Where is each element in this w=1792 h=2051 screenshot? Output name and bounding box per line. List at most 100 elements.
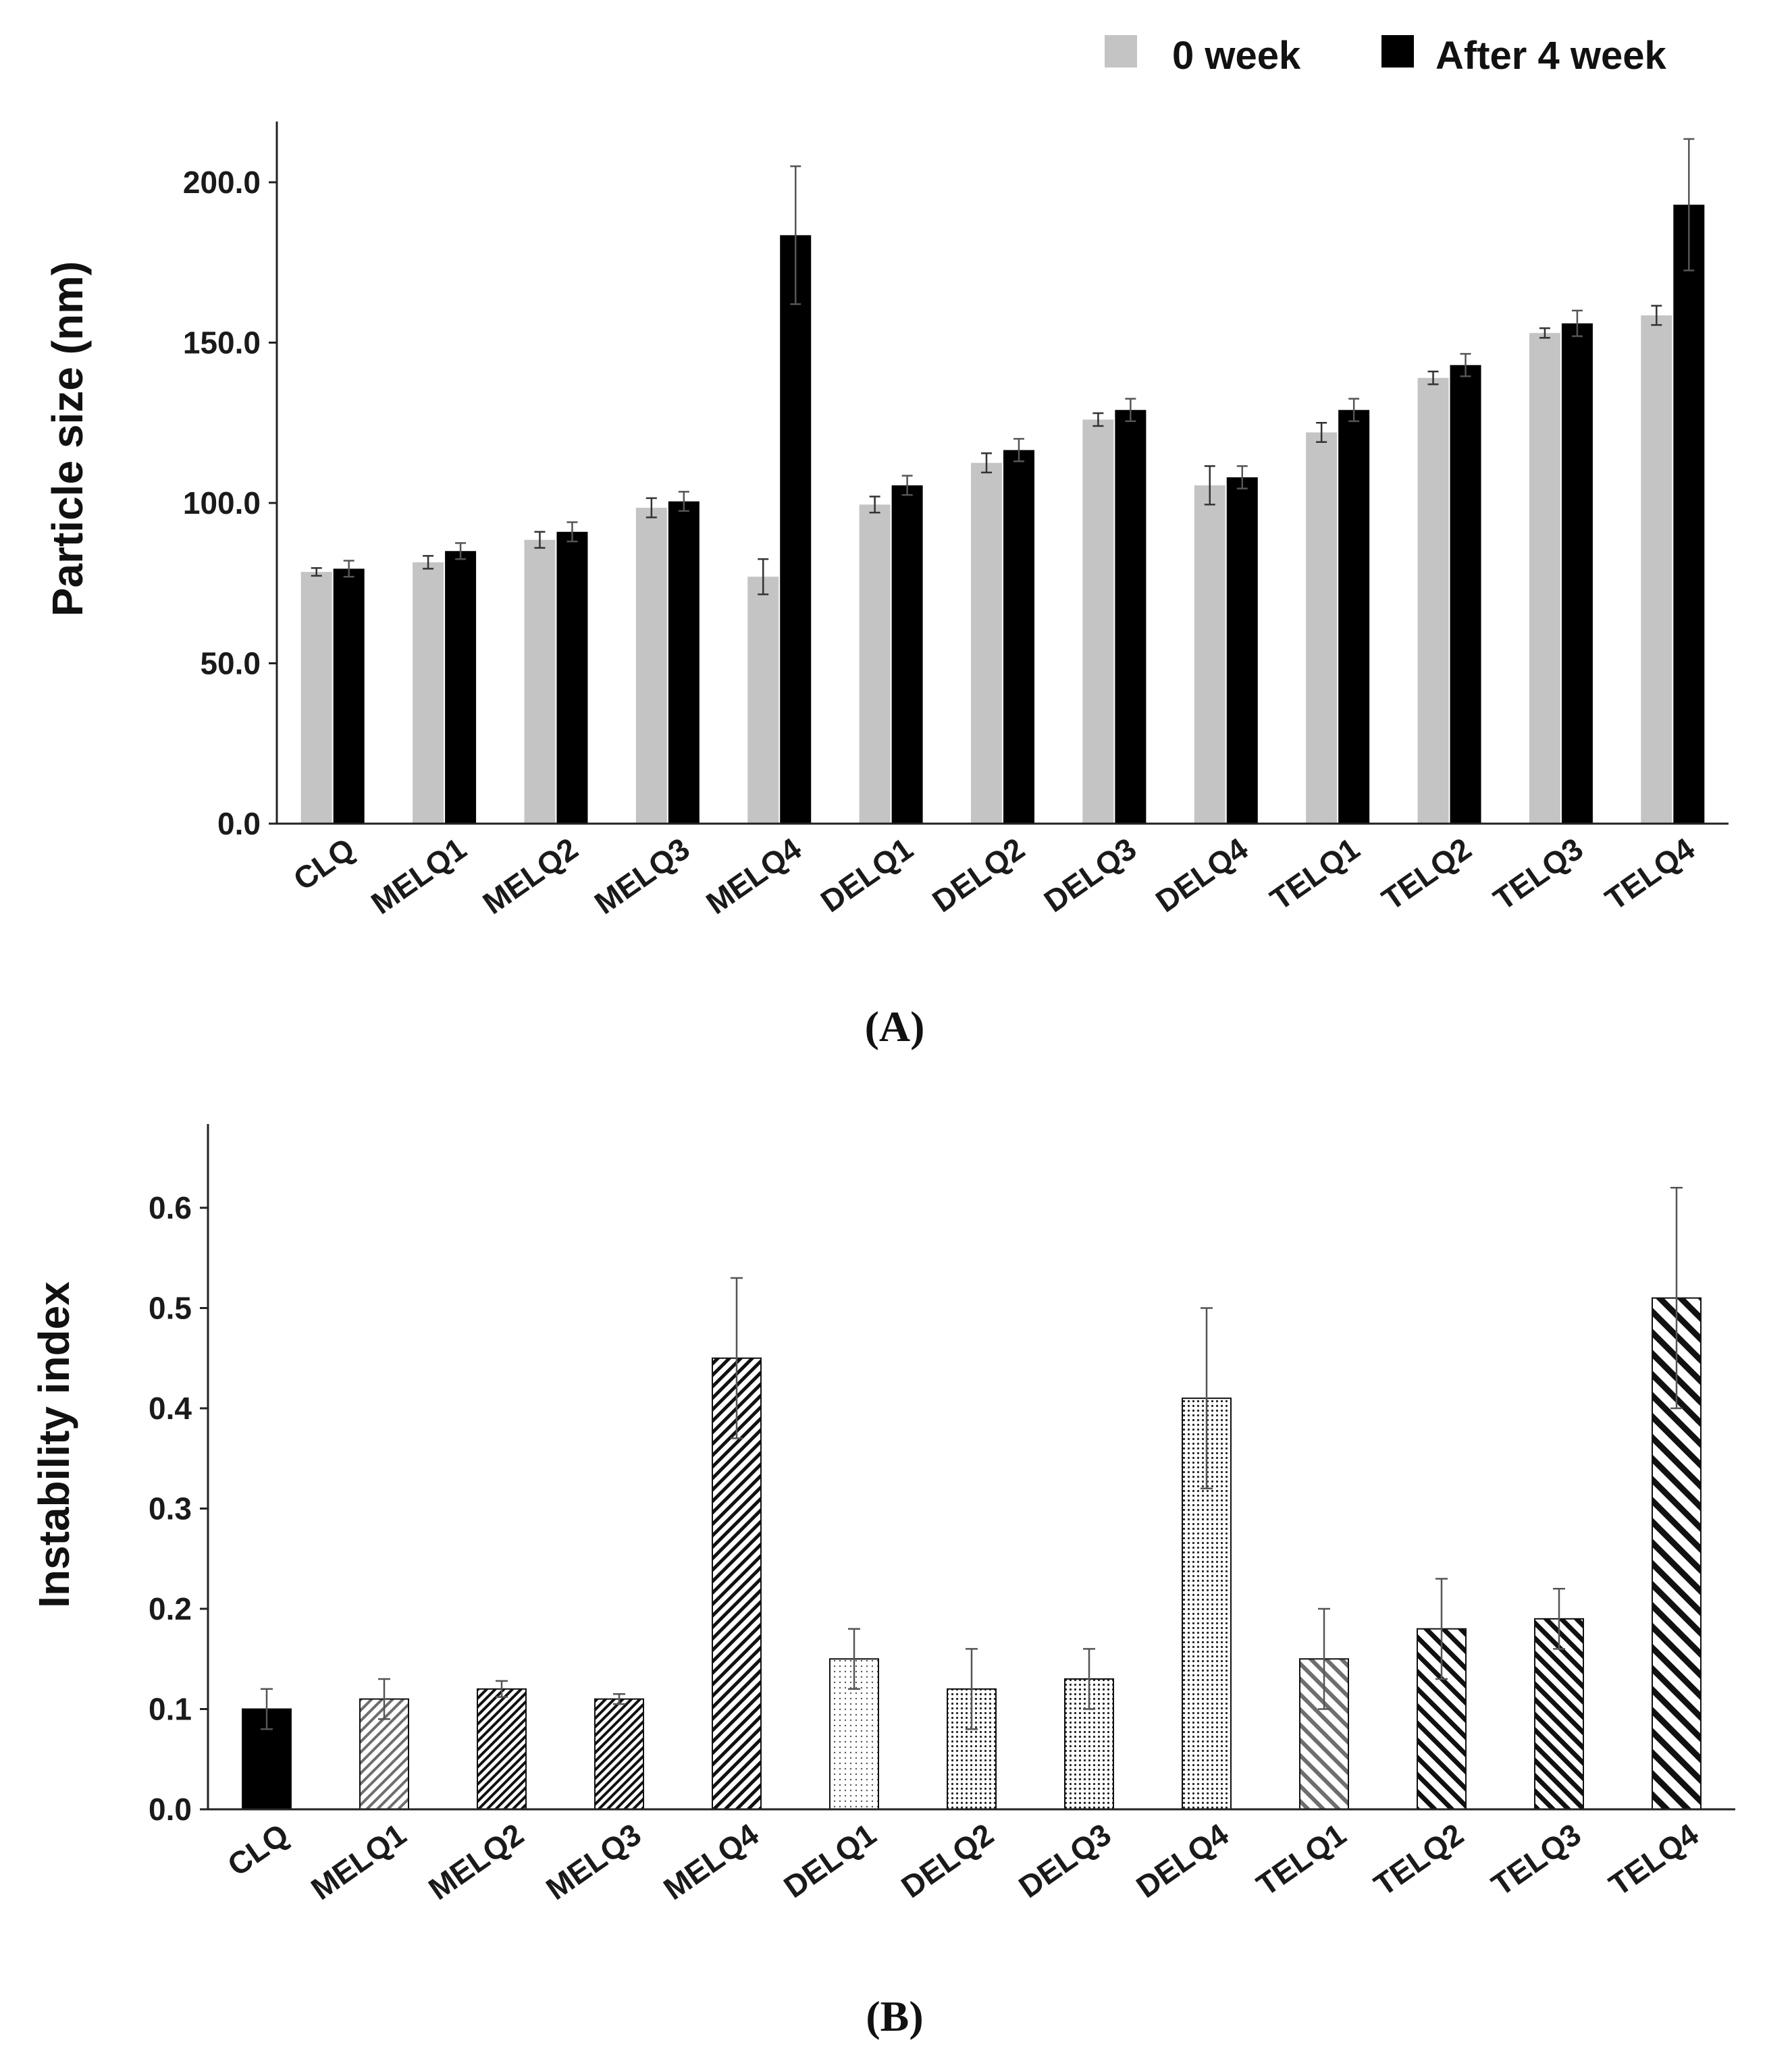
error-bar-after-4-week-telq2 <box>1460 352 1471 377</box>
bar-0-week-telq1 <box>1306 432 1338 824</box>
category-label-melq2: MELQ2 <box>477 831 585 921</box>
error-bar-telq2 <box>1435 1578 1448 1680</box>
category-label-delq3: DELQ3 <box>1012 1817 1117 1905</box>
error-bar-after-4-week-delq4 <box>1236 465 1248 489</box>
bar-melq2 <box>477 1688 527 1811</box>
bar-after-4-week-melq4 <box>780 235 812 824</box>
y-tick-label: 150.0 <box>183 325 261 361</box>
bar-0-week-melq1 <box>413 562 444 824</box>
y-axis-ticks: 0.0 50.0 100.0 150.0 200.0 <box>183 165 277 841</box>
category-label-clq: CLQ <box>287 831 361 897</box>
bar-0-week-delq4 <box>1194 485 1226 824</box>
error-bar-0-week-delq4 <box>1204 465 1215 506</box>
bar-0-week-telq3 <box>1529 333 1560 824</box>
y-tick-label: 0.3 <box>149 1491 192 1526</box>
bar-after-4-week-telq3 <box>1561 323 1593 824</box>
error-bar-after-4-week-delq1 <box>901 475 913 496</box>
category-label-melq1: MELQ1 <box>305 1817 413 1907</box>
panel-b-instability-index-chart: Instability index 0.00.10.20.30.40.50.6 … <box>30 1124 1735 2040</box>
legend: 0 week After 4 week <box>1105 34 1666 78</box>
bar-0-week-delq1 <box>859 504 891 824</box>
category-labels: CLQ MELQ1 MELQ2 MELQ3 MELQ4 DELQ1 DELQ2 DELQ3 DE… <box>221 1816 1705 1907</box>
legend-swatch-after-4-week <box>1381 35 1414 68</box>
bar-0-week-delq2 <box>971 462 1002 824</box>
category-label-delq2: DELQ2 <box>926 831 1030 920</box>
error-bar-0-week-delq1 <box>869 496 880 514</box>
bar-after-4-week-telq1 <box>1338 410 1370 824</box>
error-bar-delq4 <box>1201 1307 1213 1490</box>
bar-after-4-week-melq2 <box>556 531 588 824</box>
error-bar-melq2 <box>496 1680 508 1698</box>
error-bar-melq4 <box>731 1277 743 1439</box>
error-bar-melq1 <box>378 1678 390 1720</box>
y-tick-label: 0.6 <box>149 1190 192 1225</box>
category-label-clq: CLQ <box>221 1817 294 1883</box>
bar-0-week-telq4 <box>1641 315 1672 824</box>
panel-label-a: (A) <box>865 1003 925 1050</box>
category-label-melq2: MELQ2 <box>422 1817 530 1907</box>
category-label-telq1: TELQ1 <box>1264 831 1366 917</box>
bar-after-4-week-melq3 <box>668 501 700 824</box>
error-bar-after-4-week-melq4 <box>790 165 801 305</box>
y-tick-label: 50.0 <box>200 646 261 681</box>
error-bar-after-4-week-melq3 <box>678 491 689 512</box>
category-label-telq4: TELQ4 <box>1599 830 1702 917</box>
error-bar-0-week-melq3 <box>645 497 657 518</box>
bar-0-week-melq2 <box>524 539 556 824</box>
error-bar-clq <box>261 1688 273 1730</box>
bar-after-4-week-delq4 <box>1226 477 1258 824</box>
y-tick-label: 0.4 <box>149 1391 192 1426</box>
legend-label-after-4-week: After 4 week <box>1435 34 1666 78</box>
category-label-delq1: DELQ1 <box>814 831 919 920</box>
category-label-delq4: DELQ4 <box>1149 830 1255 919</box>
category-label-delq4: DELQ4 <box>1130 1816 1235 1904</box>
error-bar-after-4-week-telq3 <box>1571 309 1583 338</box>
category-label-telq2: TELQ2 <box>1367 1817 1469 1903</box>
category-label-delq3: DELQ3 <box>1038 831 1142 920</box>
panel-a-particle-size-chart: 0 week After 4 week Particle size (nm) 0… <box>43 34 1729 1050</box>
legend-label-0-week: 0 week <box>1172 34 1301 78</box>
y-axis-label: Particle size (nm) <box>43 261 92 616</box>
category-label-melq4: MELQ4 <box>657 1816 765 1907</box>
bar-0-week-telq2 <box>1417 377 1449 824</box>
error-bar-0-week-melq4 <box>758 558 769 595</box>
error-bar-delq1 <box>848 1628 860 1690</box>
y-tick-label: 0.2 <box>149 1591 192 1626</box>
y-axis-ticks: 0.0 0.1 0.2 0.3 0.4 0.5 0.6 <box>149 1190 208 1827</box>
error-bar-telq4 <box>1670 1187 1683 1410</box>
error-bar-0-week-delq2 <box>981 452 992 474</box>
category-labels: CLQ MELQ1 MELQ2 MELQ3 MELQ4 DELQ1 DELQ2 DELQ3 DE… <box>287 830 1701 921</box>
y-tick-label: 200.0 <box>183 165 261 200</box>
y-tick-label: 0.0 <box>149 1792 192 1827</box>
category-label-telq3: TELQ3 <box>1485 1817 1587 1903</box>
error-bar-0-week-delq3 <box>1092 412 1104 427</box>
bar-0-week-melq4 <box>747 577 779 824</box>
bar-after-4-week-delq3 <box>1115 410 1147 824</box>
bar-after-4-week-telq2 <box>1450 365 1481 824</box>
error-bar-delq2 <box>966 1648 978 1730</box>
y-tick-label: 0.1 <box>149 1692 192 1727</box>
bar-after-4-week-delq1 <box>891 485 923 824</box>
y-tick-label: 0.0 <box>217 806 261 841</box>
error-bars <box>311 138 1695 595</box>
category-label-telq1: TELQ1 <box>1250 1817 1352 1903</box>
bar-after-4-week-melq1 <box>445 551 477 824</box>
error-bar-after-4-week-delq3 <box>1125 398 1136 423</box>
bar-telq3 <box>1534 1618 1584 1811</box>
y-tick-label: 0.5 <box>149 1291 192 1326</box>
category-label-telq3: TELQ3 <box>1487 831 1589 917</box>
category-label-delq1: DELQ1 <box>777 1817 882 1905</box>
category-label-melq3: MELQ3 <box>588 831 696 921</box>
error-bar-telq1 <box>1318 1607 1330 1710</box>
category-label-melq3: MELQ3 <box>539 1817 648 1907</box>
error-bar-0-week-clq <box>311 567 322 577</box>
error-bar-after-4-week-melq2 <box>566 521 578 543</box>
error-bar-delq3 <box>1083 1648 1095 1710</box>
y-axis-label: Instability index <box>30 1281 78 1608</box>
bar-after-4-week-delq2 <box>1003 450 1034 824</box>
bar-melq3 <box>594 1698 644 1810</box>
error-bar-after-4-week-melq1 <box>455 542 467 560</box>
error-bar-0-week-melq1 <box>423 555 434 570</box>
legend-swatch-0-week <box>1105 35 1137 68</box>
